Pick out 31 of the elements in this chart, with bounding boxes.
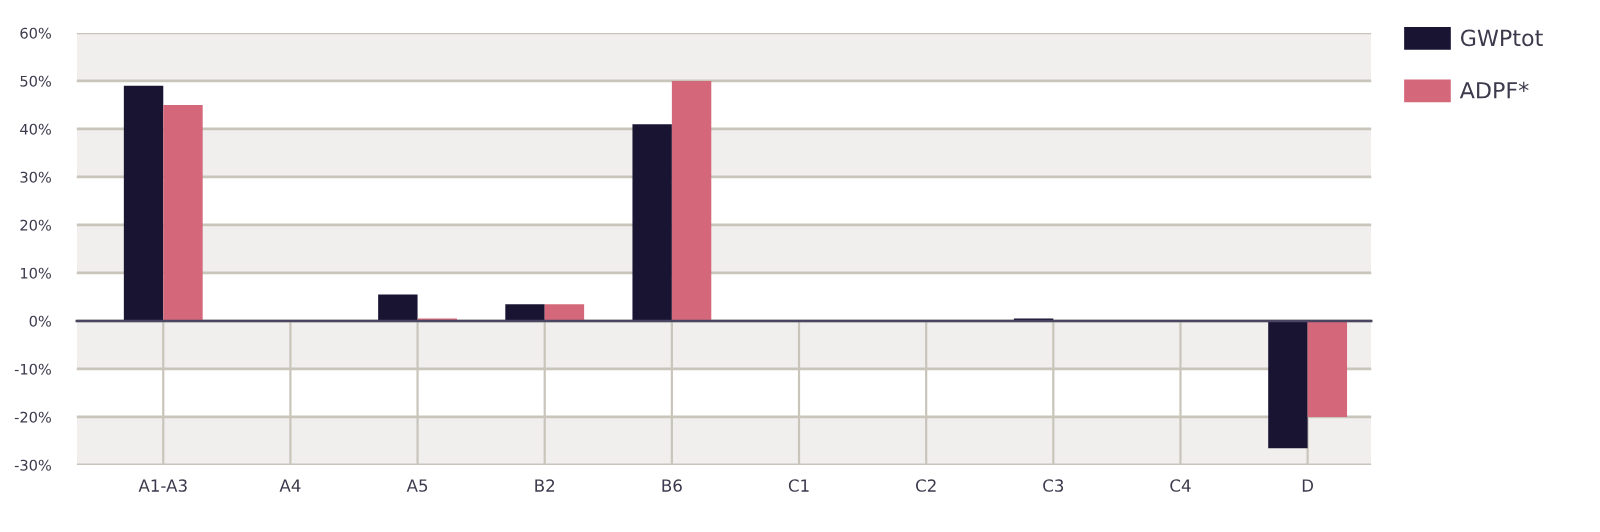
bar bbox=[505, 304, 545, 321]
y-tick-label: -20% bbox=[14, 411, 51, 423]
legend-label: ADPF* bbox=[1459, 81, 1529, 99]
y-tick-label: 60% bbox=[20, 27, 51, 39]
legend-label: GWPtot bbox=[1460, 29, 1543, 47]
x-tick-label: C4 bbox=[1170, 479, 1191, 492]
bar bbox=[163, 104, 203, 321]
x-tick-label: B2 bbox=[535, 479, 555, 492]
y-tick-label: 10% bbox=[20, 267, 51, 279]
x-tick-label: C1 bbox=[788, 479, 809, 492]
x-tick-label: D bbox=[1302, 479, 1314, 492]
bar bbox=[671, 80, 712, 321]
bar bbox=[632, 124, 672, 321]
x-tick-label: C2 bbox=[915, 479, 936, 492]
bar bbox=[1307, 320, 1348, 417]
x-tick-label: B6 bbox=[662, 479, 682, 492]
x-tick-label: A4 bbox=[279, 479, 301, 492]
bar bbox=[544, 304, 585, 321]
y-tick-label: 20% bbox=[20, 219, 51, 231]
x-tick-label: C3 bbox=[1043, 479, 1064, 492]
bar bbox=[1268, 320, 1308, 449]
y-tick-label: 50% bbox=[20, 75, 51, 87]
x-tick-label: A1-A3 bbox=[138, 479, 187, 492]
y-tick-label: 30% bbox=[20, 171, 51, 183]
x-tick-label: A5 bbox=[406, 479, 428, 492]
y-tick-label: -10% bbox=[14, 363, 51, 375]
y-tick-label: -30% bbox=[14, 459, 51, 471]
y-tick-label: 0% bbox=[29, 315, 51, 327]
bar bbox=[123, 85, 164, 321]
bar bbox=[378, 294, 418, 321]
y-tick-label: 40% bbox=[20, 123, 51, 135]
